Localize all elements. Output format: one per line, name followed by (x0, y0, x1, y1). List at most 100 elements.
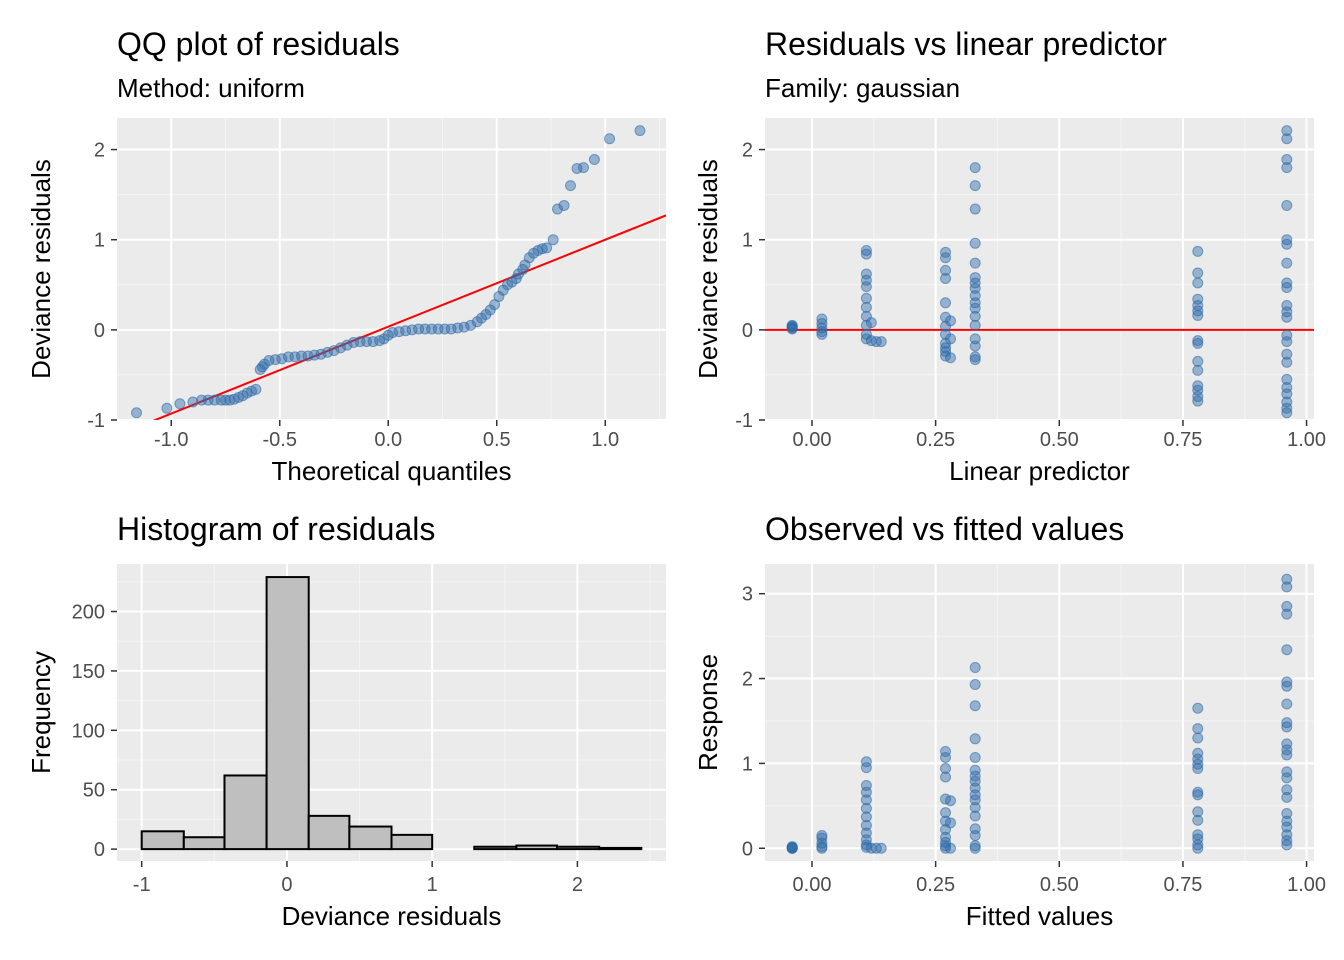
data-point (1281, 356, 1293, 368)
data-point (1192, 839, 1204, 851)
data-point (1281, 608, 1293, 620)
data-point (786, 323, 798, 335)
data-point (940, 807, 952, 819)
x-tick-label: 2 (572, 874, 583, 896)
data-point (816, 842, 828, 854)
data-point (1281, 676, 1293, 688)
data-point (321, 346, 333, 358)
x-tick-label: -1 (133, 874, 151, 896)
y-tick-label: 3 (742, 584, 753, 606)
data-point (1281, 766, 1293, 778)
data-point (1192, 747, 1204, 759)
data-point (969, 842, 981, 854)
data-point (250, 383, 262, 395)
data-point (816, 328, 828, 340)
plot-panel-background (765, 564, 1314, 861)
data-point (276, 353, 288, 365)
data-point (860, 248, 872, 260)
data-point (215, 394, 227, 406)
data-point (1281, 407, 1293, 419)
data-point (604, 133, 616, 145)
data-point (969, 203, 981, 215)
data-point (1281, 281, 1293, 293)
data-point (860, 245, 872, 257)
histogram-bar (265, 576, 310, 851)
panel-2: 0.00 0.25 0.50 0.75 1.00 -1 0 1 2 Residuals vs li… (693, 26, 1326, 486)
plot-title: Residuals vs linear predictor (765, 26, 1167, 62)
data-point (341, 339, 353, 351)
data-point (1192, 758, 1204, 770)
data-point (1281, 784, 1293, 796)
histogram-bar (348, 825, 393, 851)
data-point (1281, 153, 1293, 165)
plot-panel-background (765, 118, 1314, 420)
y-axis-title: Response (693, 654, 723, 771)
histogram-bar (390, 833, 434, 851)
data-point (588, 153, 600, 165)
data-point (1192, 309, 1204, 321)
x-tick-label: 0.5 (483, 429, 511, 451)
data-point (1192, 335, 1204, 347)
data-point (1281, 238, 1293, 250)
data-point (944, 795, 956, 807)
data-point (1192, 364, 1204, 376)
data-point (865, 317, 877, 329)
data-point (1192, 702, 1204, 714)
data-point (940, 771, 952, 783)
data-point (1281, 821, 1293, 833)
data-point (860, 819, 872, 831)
y-axis-title: Deviance residuals (26, 159, 56, 379)
y-tick-label: 100 (72, 720, 105, 742)
histogram-bar (182, 836, 226, 851)
data-point (335, 342, 347, 354)
data-point (875, 842, 887, 854)
data-point (1281, 133, 1293, 145)
x-axis-title: Theoretical quantiles (272, 456, 512, 486)
histogram-bar (307, 814, 351, 851)
data-point (969, 354, 981, 366)
data-point (1281, 388, 1293, 400)
x-tick-label: 0.25 (916, 429, 955, 451)
data-point (969, 662, 981, 674)
data-point (1281, 717, 1293, 729)
y-tick-label: -1 (735, 410, 753, 432)
data-point (1281, 791, 1293, 803)
histogram-bar (515, 844, 559, 851)
plot-title: QQ plot of residuals (117, 26, 400, 62)
data-point (1192, 277, 1204, 289)
data-point (552, 203, 564, 215)
data-point (1192, 814, 1204, 826)
x-axis-title: Linear predictor (949, 456, 1130, 486)
data-point (940, 252, 952, 264)
y-tick-label: 200 (72, 602, 105, 624)
data-point (328, 345, 340, 357)
data-point (940, 264, 952, 276)
x-tick-label: 0.50 (1040, 429, 1079, 451)
y-tick-label: 2 (742, 669, 753, 691)
data-point (1281, 772, 1293, 784)
x-tick-label: 0.75 (1163, 429, 1202, 451)
data-point (1281, 125, 1293, 137)
y-tick-label: 1 (742, 230, 753, 252)
data-point (1281, 581, 1293, 593)
data-point (1281, 698, 1293, 710)
data-point (536, 243, 548, 255)
x-axis-title: Deviance residuals (282, 901, 502, 931)
data-point (634, 125, 646, 137)
data-point (940, 763, 952, 775)
data-marks (131, 125, 666, 420)
data-point (1192, 842, 1204, 854)
histogram-bar (140, 830, 185, 851)
data-point (969, 802, 981, 814)
data-point (1192, 786, 1204, 798)
x-tick-label: 0.00 (793, 874, 832, 896)
data-point (969, 302, 981, 314)
data-point (1281, 348, 1293, 360)
plot-subtitle: Method: uniform (117, 73, 305, 103)
data-point (940, 272, 952, 284)
x-tick-label: 1 (427, 874, 438, 896)
y-axis-title: Frequency (26, 651, 56, 774)
data-point (969, 764, 981, 776)
data-point (860, 811, 872, 823)
data-point (1192, 789, 1204, 801)
